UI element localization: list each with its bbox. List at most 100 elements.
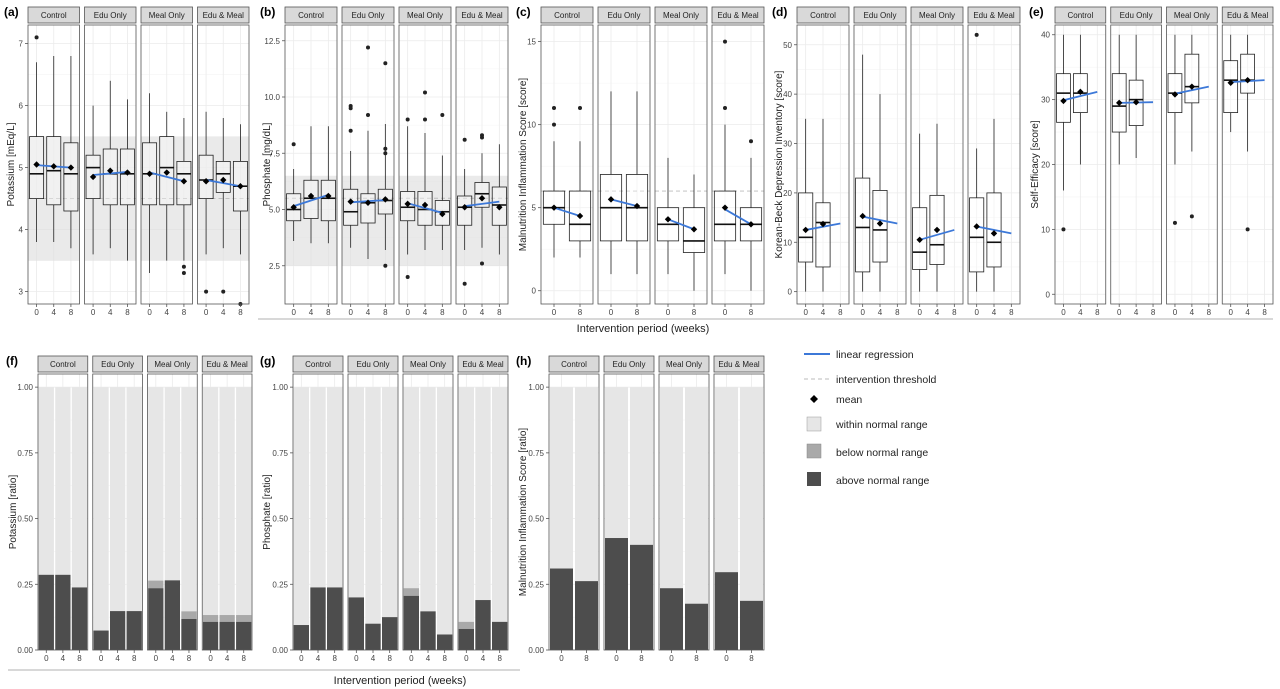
bar-within-normal — [740, 387, 763, 650]
box-iqr — [713, 190, 737, 242]
box-iqr — [119, 148, 135, 206]
mean-marker — [721, 204, 729, 211]
bar-above-normal — [382, 617, 398, 650]
bar-above-normal — [93, 630, 109, 650]
xtick-label: 8 — [497, 308, 502, 317]
ytick-label: 40 — [783, 90, 792, 99]
xtick-label: 4 — [821, 308, 826, 317]
facet-strip-label: Meal Only — [919, 11, 955, 20]
xtick-label: 4 — [426, 654, 431, 663]
facet-d-1: Edu Only 0 4 8 — [853, 6, 907, 317]
mean-marker — [576, 212, 584, 220]
stacked-bar-8 — [492, 387, 508, 650]
xtick-label: 8 — [125, 308, 130, 317]
mean-marker — [1060, 97, 1067, 105]
bar-above-normal — [492, 621, 508, 650]
xtick-label: 8 — [77, 654, 82, 663]
boxplot-0 — [599, 91, 623, 275]
facet-background — [655, 25, 707, 304]
xtick-label: 0 — [34, 308, 39, 317]
xtick-label: 8 — [440, 308, 445, 317]
boxplot-4 — [815, 118, 831, 292]
panel-letter-e: (e) — [1029, 5, 1044, 19]
facet-strip — [1221, 6, 1274, 24]
bar-above-normal — [550, 568, 573, 650]
facet-g-0: Control 0 4 8 — [292, 355, 344, 663]
facet-strip-label: Meal Only — [410, 360, 446, 369]
stacked-bar-4 — [109, 387, 126, 650]
ytick-label: 0.25 — [272, 580, 288, 589]
bar-above-normal — [109, 611, 126, 650]
stacked-bar-8 — [327, 387, 343, 650]
mean-marker — [664, 216, 672, 223]
facet-f-0: Control 0 4 8 — [37, 355, 89, 663]
bottom-shared-xlabel: Intervention period (weeks) — [334, 675, 467, 687]
bar-within-normal — [71, 387, 88, 650]
bar-above-normal — [630, 544, 653, 650]
bar-within-normal — [219, 387, 235, 650]
xtick-label: 4 — [221, 308, 226, 317]
panel-e: (e)Self-Efficacy [score]010203040Control… — [1029, 5, 1274, 317]
mean-marker — [67, 164, 75, 171]
xtick-label: 0 — [724, 654, 729, 663]
facet-strip-label: Control — [810, 11, 836, 20]
xtick-label: 4 — [481, 654, 486, 663]
bar-within-normal — [660, 387, 683, 650]
bar-within-normal — [365, 387, 381, 650]
xtick-label: 0 — [669, 654, 674, 663]
facet-a-3: Edu & Meal 0 4 8 — [197, 6, 250, 317]
facet-strip — [197, 6, 250, 24]
facet-strip-label: Control — [50, 360, 76, 369]
xtick-label: 0 — [99, 654, 104, 663]
xtick-label: 8 — [952, 308, 957, 317]
ytick-label: 1.00 — [17, 383, 33, 392]
boxplot-0 — [198, 111, 214, 294]
xtick-label: 4 — [170, 654, 175, 663]
mean-marker — [478, 195, 486, 202]
mean-marker — [325, 192, 332, 200]
panel-b: (b) Phosphate [mg/dL] 2.5 5.0 7.5 10.0 12.5 Con… — [260, 5, 509, 317]
outlier-point — [181, 264, 186, 269]
xtick-label: 8 — [635, 308, 640, 317]
facet-strip — [711, 6, 765, 24]
mean-marker — [990, 230, 998, 237]
xtick-label: 4 — [225, 654, 230, 663]
facet-strip — [1110, 6, 1162, 24]
xtick-label: 0 — [154, 654, 159, 663]
ytick-label: 7.5 — [269, 149, 281, 158]
boxplot-8 — [320, 126, 336, 244]
mean-marker — [89, 173, 97, 181]
xtick-label: 8 — [326, 308, 331, 317]
outlier-point — [423, 90, 427, 95]
boxplot-8 — [63, 56, 79, 249]
xtick-label: 0 — [917, 308, 922, 317]
xtick-label: 8 — [1095, 308, 1100, 317]
stacked-bar-4 — [310, 387, 326, 650]
mean-marker — [220, 176, 227, 184]
facet-c-0: Control 0 8 — [540, 6, 594, 317]
regression-line — [862, 215, 898, 225]
ytick-label: 0.75 — [17, 449, 33, 458]
box-iqr — [1184, 53, 1200, 104]
facet-strip — [402, 355, 454, 373]
xtick-label: 8 — [1207, 308, 1212, 317]
stacked-bar-0 — [93, 387, 109, 650]
bar-above-normal — [310, 587, 326, 650]
xtick-label: 4 — [935, 308, 940, 317]
stacked-bar-4 — [365, 387, 381, 650]
bar-below-normal — [403, 588, 419, 596]
facet-frame — [548, 373, 600, 651]
facet-strip-label: Control — [554, 11, 580, 20]
regression-line — [976, 225, 1012, 235]
facet-d-0: Control 0 4 8 — [796, 6, 850, 317]
regression-line — [1063, 90, 1098, 102]
xtick-label: 0 — [666, 308, 671, 317]
facet-h-1: Edu Only 0 8 — [603, 355, 655, 663]
facet-f-2: Meal Only 0 4 8 — [147, 355, 198, 663]
panel-ylabel-c: Malnutrition Inflammation Score [score] — [518, 78, 529, 252]
bar-above-normal — [660, 588, 683, 650]
facet-h-3: Edu & Meal 0 8 — [713, 355, 765, 663]
facet-strip — [284, 6, 338, 24]
xtick-label: 0 — [208, 654, 213, 663]
bar-above-normal — [38, 574, 54, 650]
